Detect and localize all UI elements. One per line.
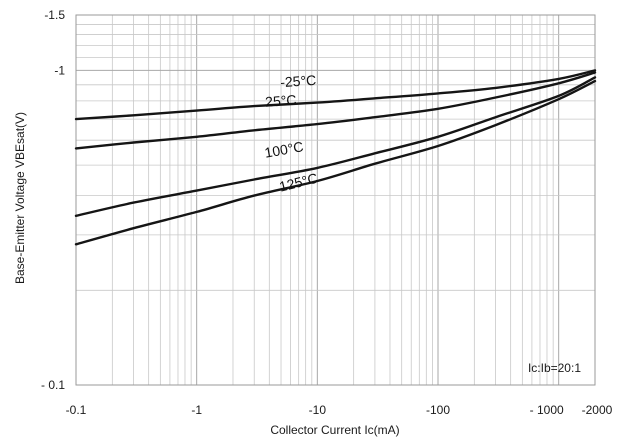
curve-label: 100°C xyxy=(263,138,304,161)
curve-125c xyxy=(74,79,597,246)
x-tick-label: -100 xyxy=(426,403,450,417)
y-axis-title: Base-Emitter Voltage VBEsat(V) xyxy=(13,112,27,284)
x-tick-label: -1 xyxy=(191,403,202,417)
curves xyxy=(74,69,597,246)
curve-label: -25°C xyxy=(280,72,317,90)
x-axis-title: Collector Current Ic(mA) xyxy=(270,423,399,437)
y-tick-labels: - 0.1 -1 -1.5 xyxy=(41,8,65,392)
curve--25c xyxy=(74,69,597,121)
x-tick-label: -0.1 xyxy=(66,403,87,417)
x-tick-label: -10 xyxy=(309,403,327,417)
ratio-annotation: Ic:Ib=20:1 xyxy=(528,361,581,375)
x-tick-label: -2000 xyxy=(582,403,613,417)
y-tick-label: -1 xyxy=(54,63,65,77)
y-tick-label: -1.5 xyxy=(44,8,65,22)
y-tick-label: - 0.1 xyxy=(41,378,65,392)
curve-25c xyxy=(74,71,597,150)
x-tick-labels: -0.1 -1 -10 -100 - 1000 -2000 xyxy=(66,403,613,417)
curve-100c xyxy=(74,76,597,217)
grid xyxy=(75,14,596,386)
curve-label: 25°C xyxy=(265,92,297,110)
x-tick-label: - 1000 xyxy=(530,403,564,417)
plot-frame xyxy=(75,14,596,386)
